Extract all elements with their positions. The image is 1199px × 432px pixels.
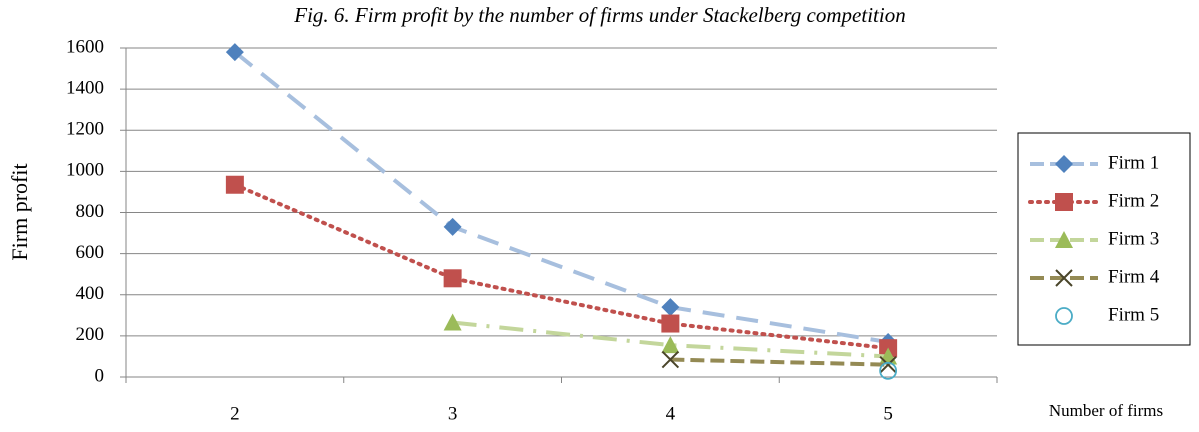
y-tick-label: 800 [76,201,105,222]
marker [661,298,680,317]
y-tick-label: 400 [76,283,105,304]
y-tick-label: 1000 [66,160,104,181]
y-tick-label: 600 [76,242,105,263]
series-line [452,320,889,359]
legend-label: Firm 3 [1108,228,1159,249]
y-tick-label: 1600 [66,36,104,57]
marker [1055,193,1073,211]
y-tick-label: 1200 [66,119,104,140]
legend-label: Firm 1 [1108,152,1159,173]
x-tick-label: 2 [230,403,240,424]
x-tick-label: 3 [448,403,458,424]
chart-title: Fig. 6. Firm profit by the number of fir… [293,3,905,27]
marker [225,175,244,194]
y-tick-label: 0 [95,365,105,386]
x-tick-label: 4 [666,403,676,424]
marker [225,43,244,62]
marker [661,314,680,333]
legend-box [1017,132,1191,346]
marker [879,355,897,374]
marker [443,217,462,236]
marker [1055,231,1073,248]
marker [1055,307,1073,325]
y-tick-label: 1400 [66,77,104,98]
series-line [670,357,889,367]
series-line [233,50,889,345]
marker [879,361,898,380]
marker [443,313,462,331]
legend-label: Firm 2 [1108,190,1159,211]
x-tick-label: 5 [883,403,893,424]
marker [661,350,680,369]
marker [443,269,462,288]
series-line [232,182,891,351]
marker [1055,269,1073,287]
marker [1055,155,1073,173]
y-axis-label: Firm profit [7,163,32,260]
y-tick-label: 200 [76,324,105,345]
marker [661,336,680,354]
x-axis-label: Number of firms [1049,401,1163,420]
legend-label: Firm 4 [1108,266,1160,287]
legend-label: Firm 5 [1108,304,1159,325]
